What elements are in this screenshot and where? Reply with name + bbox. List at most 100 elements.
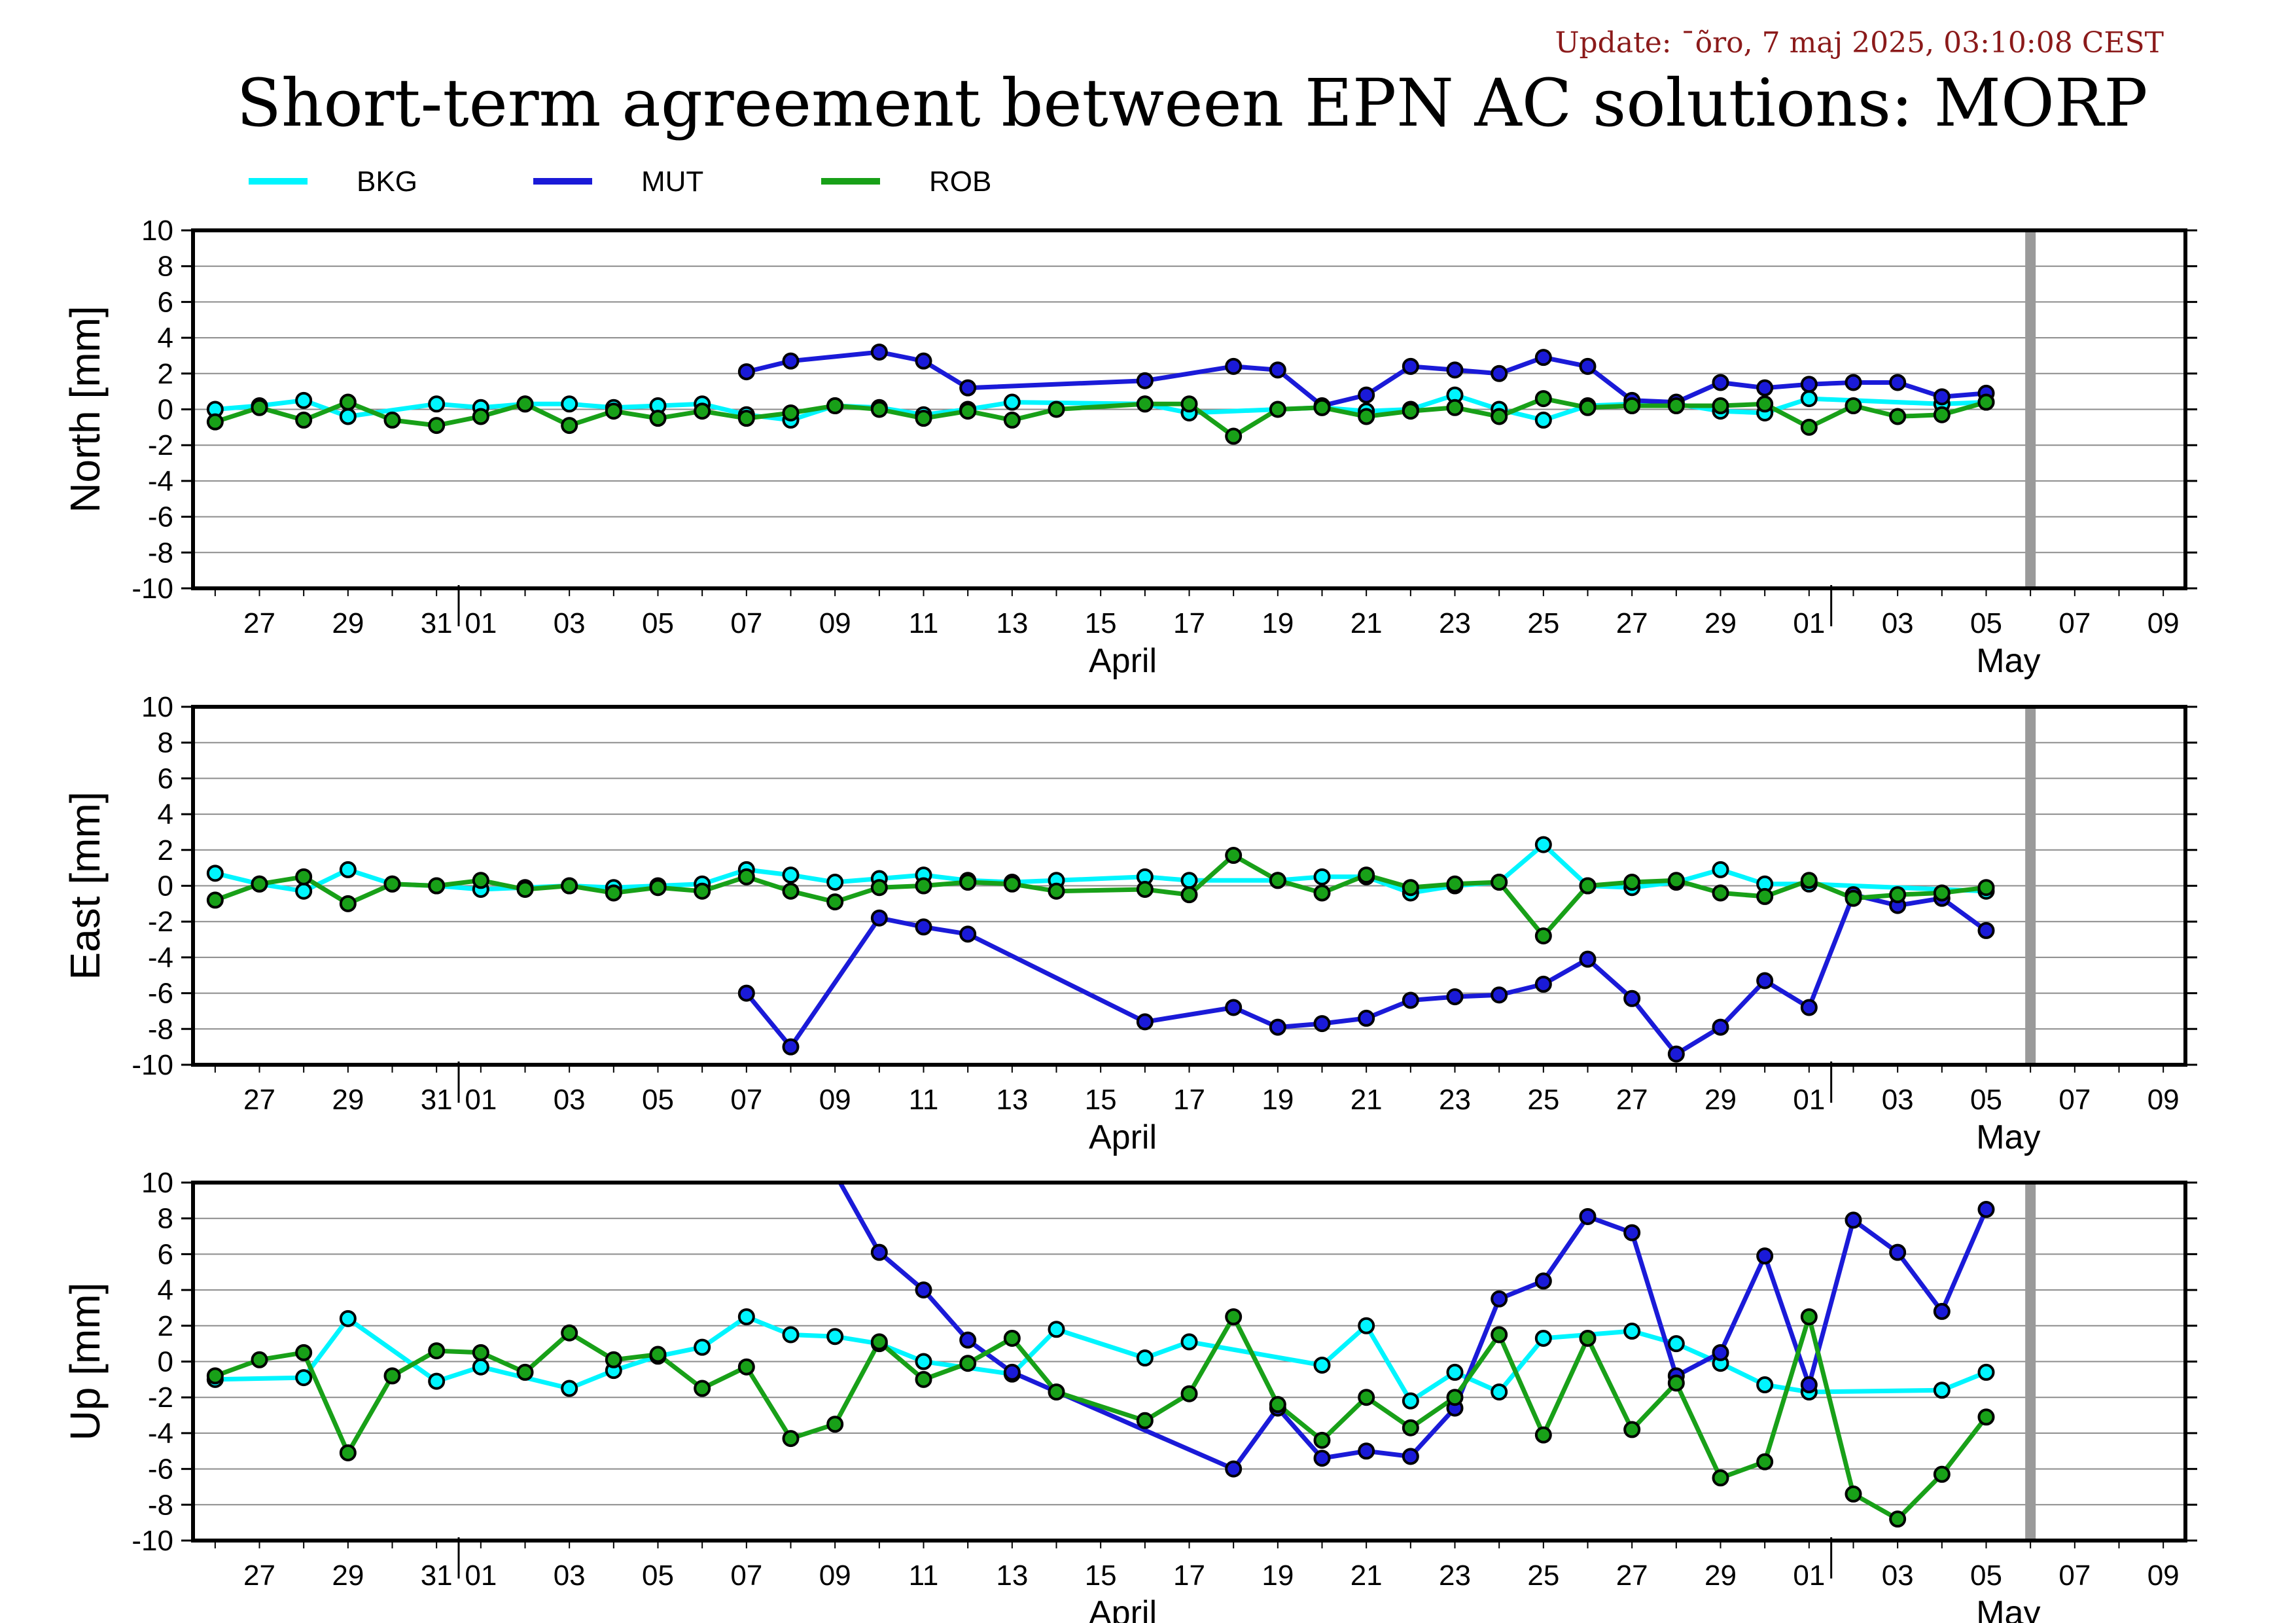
x-tick-label: 13 bbox=[996, 1560, 1028, 1592]
data-point-mut bbox=[1756, 379, 1774, 397]
x-tick-label: 21 bbox=[1351, 1084, 1383, 1116]
data-point-rob bbox=[1889, 886, 1907, 904]
data-point-rob bbox=[782, 404, 800, 421]
data-point-rob bbox=[1180, 1385, 1198, 1402]
data-point-mut bbox=[1667, 1045, 1685, 1063]
x-tick-label: 27 bbox=[243, 607, 275, 639]
data-point-bkg bbox=[561, 395, 578, 413]
y-tick-label: -10 bbox=[132, 1525, 173, 1557]
month-label: May bbox=[1976, 642, 2040, 680]
data-point-rob bbox=[1313, 884, 1331, 902]
data-point-rob bbox=[428, 877, 446, 895]
data-point-mut bbox=[1313, 1450, 1331, 1467]
data-point-rob bbox=[472, 408, 489, 425]
x-tick-label: 09 bbox=[2147, 607, 2180, 639]
data-point-rob bbox=[1579, 877, 1597, 895]
y-tick-label: 4 bbox=[158, 798, 173, 830]
data-point-rob bbox=[1225, 427, 1243, 445]
data-point-rob bbox=[251, 875, 268, 893]
y-tick-label: 4 bbox=[158, 322, 173, 354]
y-tick-label: 2 bbox=[158, 358, 173, 390]
y-tick-label: -8 bbox=[148, 1013, 173, 1045]
x-tick-label: 27 bbox=[243, 1084, 275, 1116]
data-point-rob bbox=[1136, 880, 1154, 898]
series-line-rob bbox=[214, 853, 1987, 938]
x-tick-label: 21 bbox=[1351, 607, 1383, 639]
y-tick-label: 6 bbox=[158, 286, 173, 318]
legend-label-bkg: BKG bbox=[357, 166, 417, 198]
data-point-rob bbox=[1712, 884, 1729, 902]
data-point-rob bbox=[1491, 408, 1508, 425]
data-point-rob bbox=[251, 399, 268, 416]
legend: BKG MUT ROB bbox=[249, 166, 991, 198]
x-tick-label: 23 bbox=[1439, 1084, 1471, 1116]
data-point-rob bbox=[870, 879, 888, 897]
x-tick-label: 29 bbox=[1704, 607, 1737, 639]
data-point-rob bbox=[472, 872, 489, 889]
data-point-mut bbox=[1933, 388, 1951, 406]
data-point-rob bbox=[1933, 884, 1951, 902]
data-point-rob bbox=[516, 880, 534, 898]
x-tick-label: 07 bbox=[730, 1084, 762, 1116]
data-point-bkg bbox=[1180, 872, 1198, 889]
y-axis-label: East [mm] bbox=[62, 791, 109, 980]
data-point-rob bbox=[1756, 887, 1774, 905]
data-point-bkg bbox=[295, 1369, 313, 1387]
data-point-mut bbox=[1136, 372, 1154, 389]
data-point-mut bbox=[915, 1281, 932, 1299]
data-point-mut bbox=[1534, 349, 1552, 366]
data-point-rob bbox=[428, 417, 446, 435]
data-point-rob bbox=[1889, 1510, 1907, 1528]
x-tick-label: 05 bbox=[1970, 607, 2002, 639]
data-point-mut bbox=[1358, 386, 1375, 404]
data-point-rob bbox=[1180, 886, 1198, 904]
data-point-bkg bbox=[1446, 1363, 1464, 1381]
data-point-rob bbox=[561, 417, 578, 435]
x-tick-label: 11 bbox=[909, 1084, 939, 1116]
data-point-mut bbox=[1712, 1018, 1729, 1036]
data-point-mut bbox=[1800, 1376, 1818, 1394]
data-point-mut bbox=[959, 379, 977, 397]
x-tick-label: 23 bbox=[1439, 607, 1471, 639]
x-tick-label: 07 bbox=[730, 607, 762, 639]
plot-frame bbox=[191, 705, 2187, 1067]
data-point-mut bbox=[1491, 365, 1508, 382]
data-point-bkg bbox=[1358, 1317, 1375, 1334]
data-point-bkg bbox=[694, 1338, 711, 1356]
series-line-mut bbox=[745, 892, 1988, 1057]
data-point-rob bbox=[694, 1380, 711, 1397]
y-tick-label: -4 bbox=[148, 942, 173, 974]
data-point-mut bbox=[1225, 1460, 1243, 1478]
x-tick-label: 05 bbox=[1970, 1084, 2002, 1116]
data-point-mut bbox=[1269, 1018, 1286, 1036]
data-point-bkg bbox=[206, 865, 224, 882]
y-tick-label: 6 bbox=[158, 1238, 173, 1270]
data-point-bkg bbox=[1136, 1349, 1154, 1367]
x-tick-label: 15 bbox=[1085, 607, 1117, 639]
data-point-rob bbox=[339, 895, 357, 912]
data-point-bkg bbox=[782, 1326, 800, 1344]
data-point-rob bbox=[206, 1367, 224, 1385]
data-point-rob bbox=[1048, 882, 1065, 900]
data-point-mut bbox=[1225, 357, 1243, 375]
panel-north: 10 86 4 2 0-2 -4 -6 -8 -10 27 29 31 01 03 05 07 09 11 13 15… bbox=[62, 215, 2197, 680]
data-point-rob bbox=[959, 1355, 977, 1372]
data-point-bkg bbox=[1800, 390, 1818, 408]
data-point-rob bbox=[826, 893, 844, 911]
data-point-bkg bbox=[1313, 1356, 1331, 1374]
x-tick-label: 29 bbox=[332, 607, 364, 639]
y-tick-label: 10 bbox=[141, 1167, 173, 1199]
x-tick-label: 03 bbox=[554, 1560, 586, 1592]
data-point-mut bbox=[1534, 1272, 1552, 1290]
data-point-mut bbox=[1579, 357, 1597, 375]
x-tick-label: 03 bbox=[554, 607, 586, 639]
data-point-mut bbox=[1845, 374, 1862, 391]
data-point-rob bbox=[1269, 401, 1286, 418]
y-tick-label: 0 bbox=[158, 394, 173, 426]
x-tick-label: 15 bbox=[1085, 1084, 1117, 1116]
data-point-rob bbox=[1579, 399, 1597, 416]
x-tick-label: 21 bbox=[1351, 1560, 1383, 1592]
x-tick-label: 25 bbox=[1527, 1560, 1559, 1592]
x-tick-label: 07 bbox=[2058, 607, 2091, 639]
